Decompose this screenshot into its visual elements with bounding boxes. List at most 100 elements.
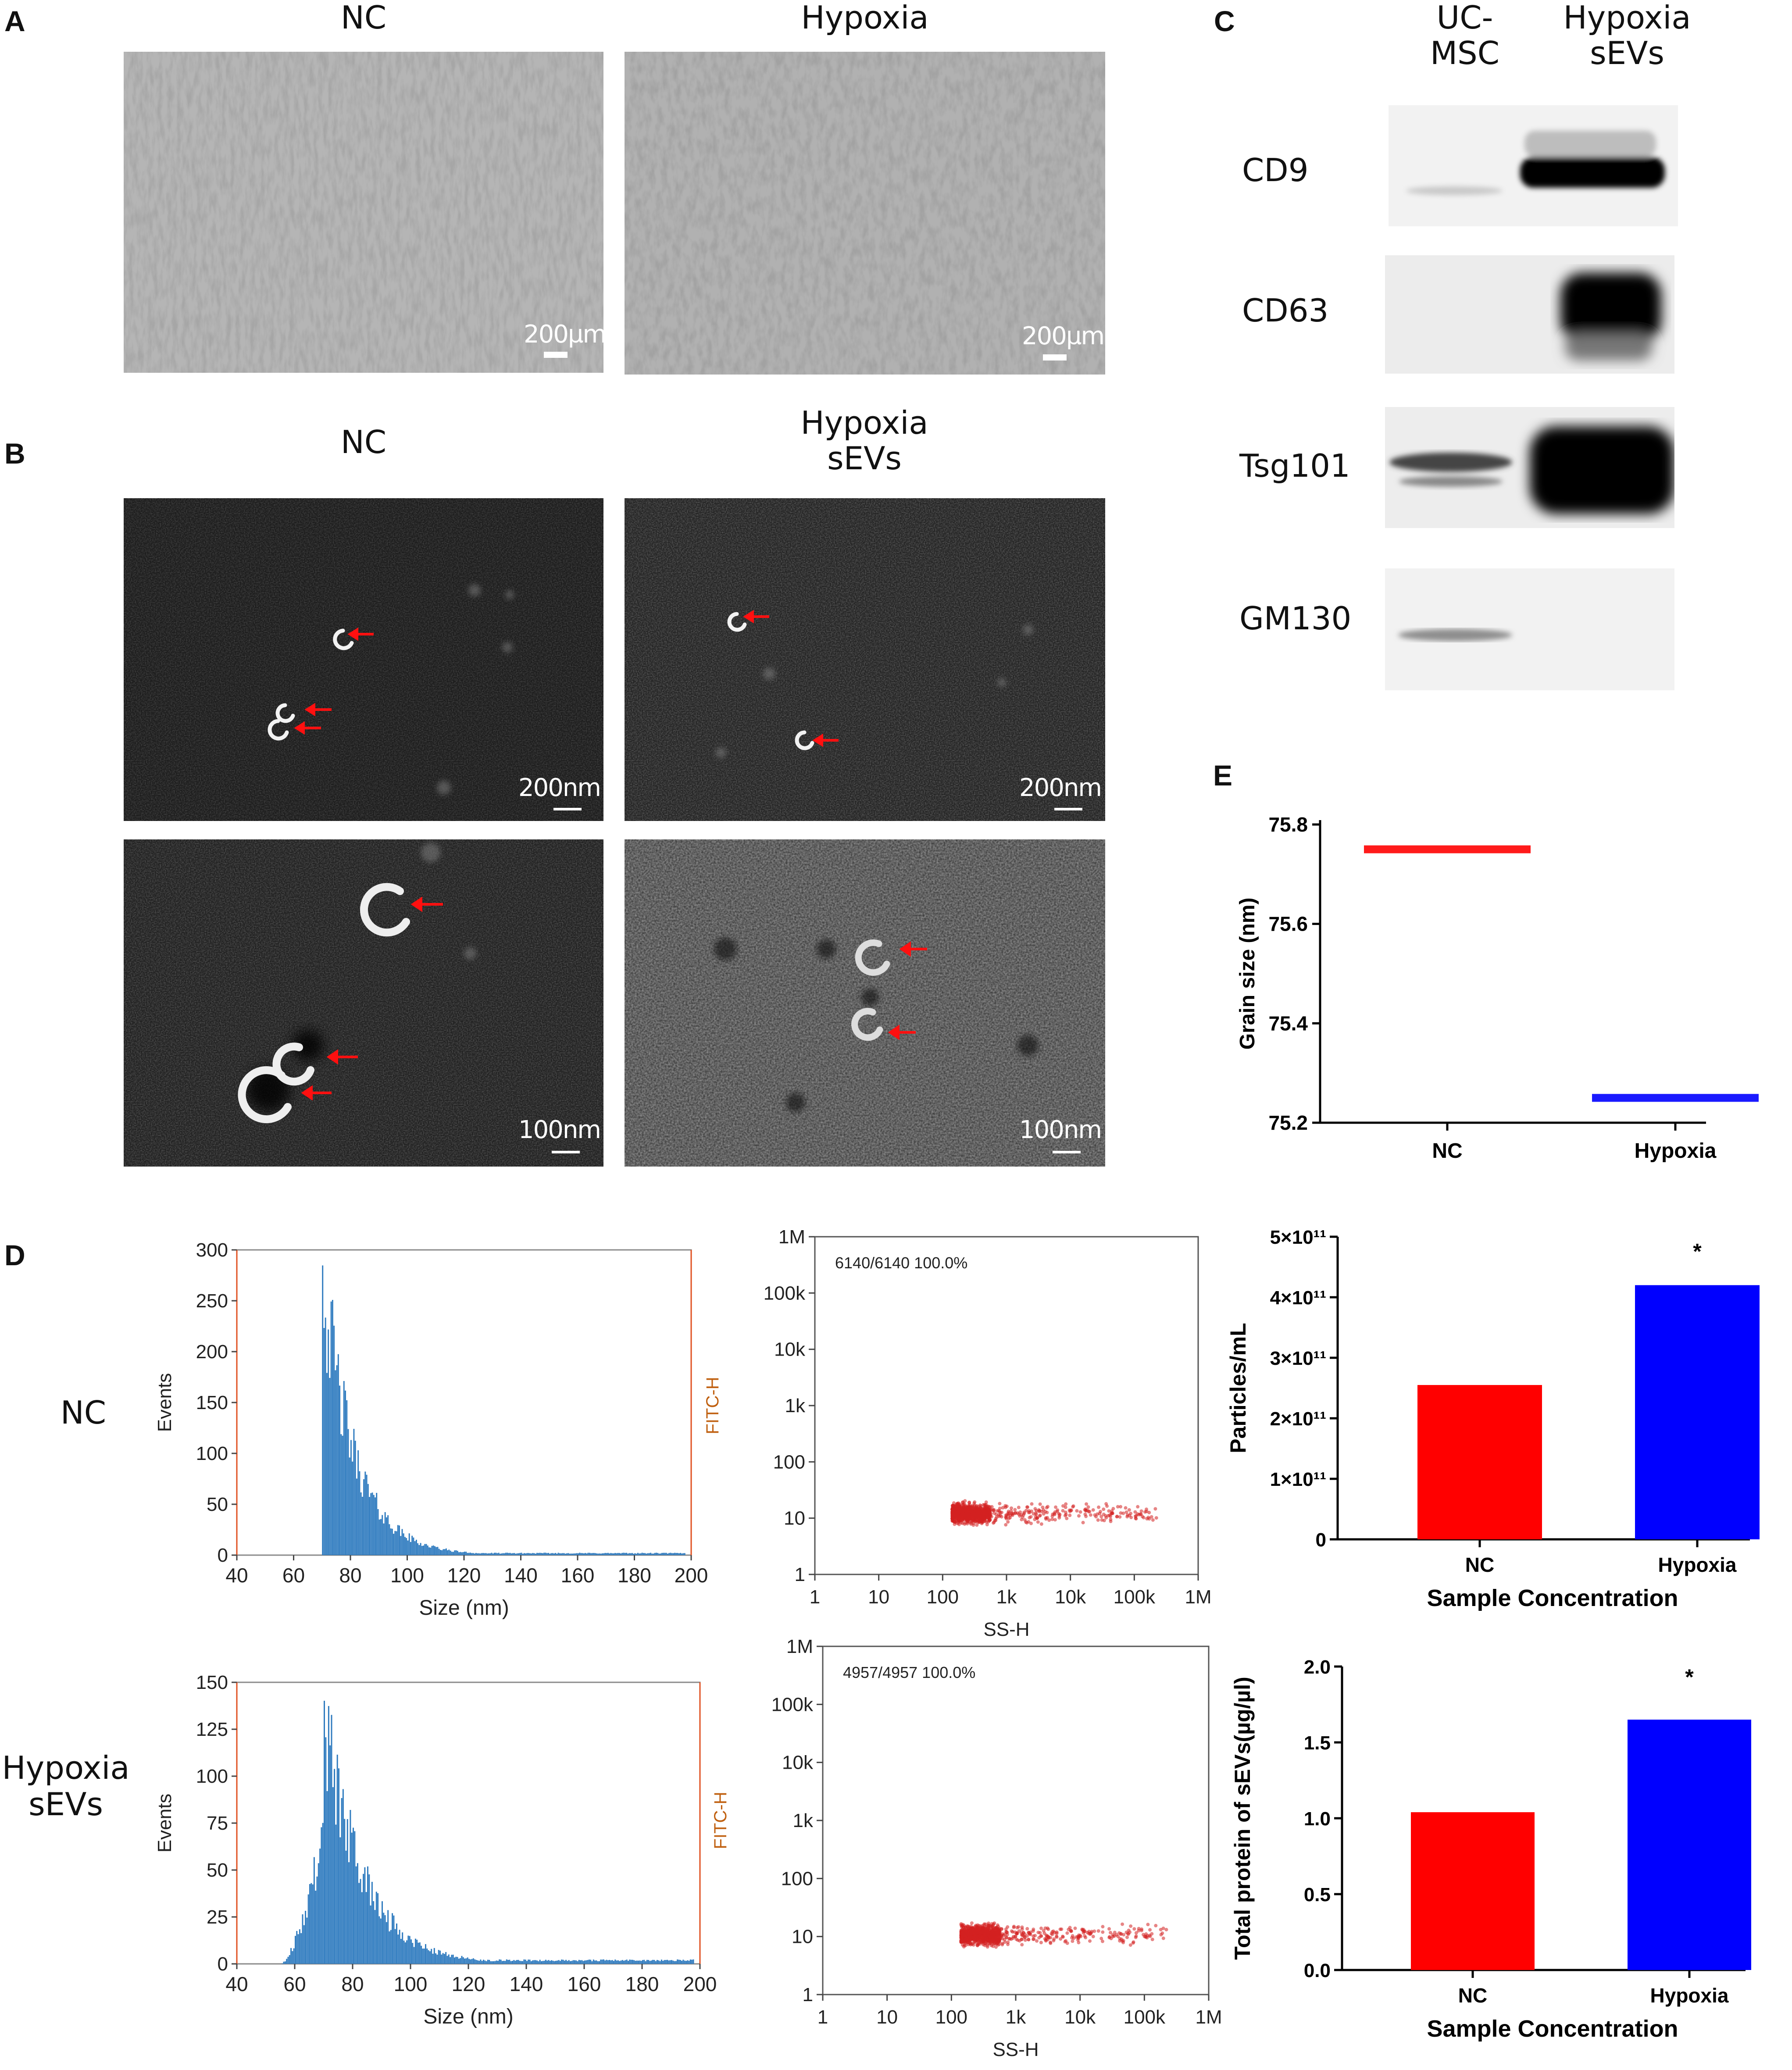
histogram-bar bbox=[478, 1553, 480, 1555]
histogram-bar bbox=[286, 1959, 288, 1964]
scatter-point bbox=[1008, 1937, 1012, 1941]
y-tick-label: 75.4 bbox=[1268, 1012, 1308, 1035]
histogram-bar bbox=[337, 1354, 339, 1555]
histogram-bar bbox=[335, 1824, 337, 1964]
histogram-bar bbox=[594, 1553, 596, 1555]
scatter-point bbox=[971, 1520, 975, 1524]
histogram-bar bbox=[401, 1529, 403, 1555]
histogram-bar bbox=[403, 1940, 405, 1964]
histogram-bar bbox=[655, 1961, 657, 1964]
histogram-bar bbox=[642, 1960, 643, 1964]
histogram-bar bbox=[632, 1959, 633, 1964]
histogram-bar bbox=[306, 1917, 308, 1964]
scatter-point bbox=[1102, 1513, 1106, 1517]
histogram-bar bbox=[568, 1960, 570, 1964]
histogram-bar bbox=[400, 1938, 402, 1964]
scatter-point bbox=[1064, 1502, 1068, 1506]
scatter-point bbox=[1053, 1518, 1057, 1522]
scatter-point bbox=[991, 1926, 995, 1929]
scatter-point bbox=[1050, 1517, 1054, 1521]
scatter-point bbox=[1023, 1938, 1027, 1942]
histogram-bar bbox=[552, 1960, 554, 1964]
histogram-bar bbox=[354, 1831, 356, 1964]
scatter-point bbox=[1044, 1938, 1048, 1942]
histogram-bar bbox=[293, 1948, 295, 1964]
histogram-bar bbox=[391, 1528, 393, 1555]
scatter-point bbox=[1016, 1938, 1020, 1942]
histogram-bar bbox=[542, 1553, 543, 1555]
histogram-bar bbox=[639, 1960, 641, 1964]
histogram-bar bbox=[587, 1960, 589, 1964]
histogram-bar bbox=[617, 1553, 619, 1555]
scatter-point bbox=[1121, 1922, 1124, 1926]
x-tick-label: 120 bbox=[447, 1564, 481, 1587]
histogram-bar bbox=[471, 1959, 473, 1964]
histogram-bar bbox=[363, 1479, 365, 1555]
size-histogram-hypoxia: 0 25 50 75 100 125 150 40 60 80 100 120 140 160 180 200… bbox=[154, 1672, 717, 2028]
scatter-point bbox=[1077, 1514, 1081, 1518]
histogram-bar bbox=[514, 1960, 516, 1964]
histogram-bar bbox=[591, 1961, 593, 1964]
x-tick-label: 140 bbox=[510, 1973, 543, 1995]
histogram-bar bbox=[326, 1791, 328, 1964]
histogram-bar bbox=[519, 1552, 521, 1555]
scatter-point bbox=[1027, 1938, 1031, 1942]
histogram-bar bbox=[557, 1960, 558, 1964]
histogram-bar bbox=[546, 1553, 548, 1555]
histogram-bar bbox=[520, 1961, 522, 1964]
x-tick-label: 140 bbox=[504, 1564, 538, 1587]
x-tick-label: 200 bbox=[683, 1973, 717, 1995]
histogram-bar bbox=[640, 1961, 642, 1964]
scatter-point bbox=[1149, 1515, 1153, 1519]
bar-hypoxia bbox=[1628, 1720, 1751, 1970]
x-tick-label: NC bbox=[1465, 1553, 1494, 1576]
histogram-bar bbox=[458, 1552, 460, 1555]
histogram-bar bbox=[300, 1933, 302, 1964]
y-tick-label: 0 bbox=[1316, 1529, 1326, 1551]
panel-label-e: E bbox=[1213, 759, 1233, 792]
histogram-bar bbox=[637, 1552, 639, 1555]
histogram-bar bbox=[661, 1552, 663, 1555]
histogram-bar bbox=[685, 1961, 687, 1964]
histogram-bar bbox=[346, 1400, 348, 1555]
histogram-bar bbox=[562, 1959, 564, 1964]
histogram-bar bbox=[414, 1541, 416, 1555]
histogram-bar bbox=[380, 1918, 382, 1964]
micrograph-a-hypoxia-image bbox=[625, 52, 1105, 375]
histogram-bar bbox=[510, 1961, 512, 1964]
scatter-point bbox=[1118, 1515, 1122, 1519]
x-tick-label: NC bbox=[1458, 1984, 1487, 2007]
scatter-point bbox=[1049, 1942, 1053, 1945]
x-tick-label: 100k bbox=[1114, 1586, 1156, 1608]
histogram-bar bbox=[507, 1552, 508, 1555]
histogram-bar bbox=[431, 1545, 433, 1555]
histogram-bar bbox=[662, 1960, 664, 1964]
x-axis-label: Size (nm) bbox=[419, 1596, 509, 1620]
histogram-bar bbox=[681, 1553, 683, 1555]
histogram-bar bbox=[438, 1549, 440, 1555]
micrograph-a-nc: 200µm bbox=[124, 52, 603, 373]
scatter-point bbox=[964, 1941, 967, 1945]
x-tick-label: 100 bbox=[935, 2006, 967, 2028]
scatter-point bbox=[968, 1503, 972, 1507]
histogram-bar bbox=[687, 1960, 689, 1964]
histogram-bar bbox=[468, 1959, 470, 1964]
scatter-point bbox=[976, 1929, 980, 1933]
bar-nc bbox=[1411, 1812, 1535, 1970]
scatter-points bbox=[950, 1499, 1158, 1527]
histogram-bar bbox=[689, 1959, 691, 1964]
tem-b-hypoxia-200nm: 200nm bbox=[625, 498, 1105, 821]
histogram-bar bbox=[506, 1959, 507, 1964]
histogram-bar bbox=[640, 1553, 642, 1555]
scatter-point bbox=[970, 1942, 974, 1946]
scatter-point bbox=[987, 1927, 991, 1931]
histogram-bar bbox=[584, 1960, 585, 1964]
scatter-point bbox=[982, 1940, 986, 1944]
histogram-bar bbox=[412, 1943, 414, 1964]
histogram-bar bbox=[557, 1552, 559, 1555]
scatter-point bbox=[1029, 1515, 1033, 1519]
histogram-bar bbox=[396, 1531, 397, 1555]
scatter-point bbox=[966, 1938, 970, 1942]
histogram-bar bbox=[436, 1547, 437, 1555]
scatter-point bbox=[1010, 1512, 1014, 1516]
